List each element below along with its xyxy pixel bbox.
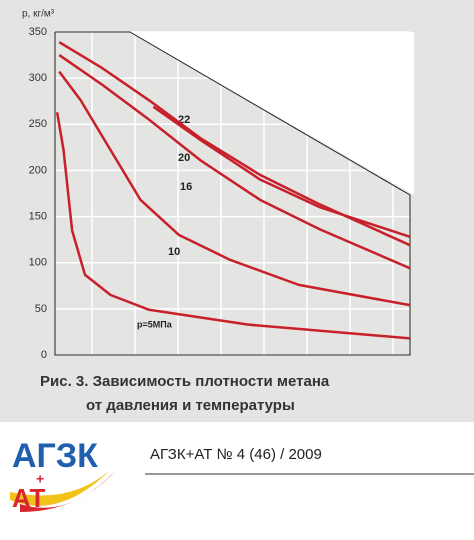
footer-text: АГЗК+АТ № 4 (46) / 2009	[150, 446, 322, 463]
y-axis-label: p, кг/м³	[22, 9, 55, 20]
series-line	[55, 112, 411, 340]
logo-top: АГЗК	[12, 437, 98, 475]
logo-plus: +	[36, 471, 44, 487]
series-line	[58, 54, 411, 270]
series-label: 16	[180, 181, 192, 193]
logo-swoosh	[10, 470, 110, 506]
y-tick-label: 150	[29, 210, 47, 222]
logo-bottom: АТ	[12, 483, 45, 513]
series-line	[58, 41, 411, 247]
y-tick-label: 0	[41, 349, 47, 361]
y-tick-label: 300	[29, 72, 47, 84]
caption-line: от давления и температуры	[86, 397, 295, 414]
y-tick-label: 250	[29, 118, 47, 130]
series-line	[58, 70, 411, 307]
logo-swoosh	[20, 468, 118, 512]
y-tick-label: 350	[29, 26, 47, 38]
y-tick-label: 200	[29, 164, 47, 176]
series-label: p=5МПа	[137, 319, 173, 329]
plot-cutoff	[130, 32, 414, 195]
series-label: 20	[178, 152, 190, 164]
plot-frame	[54, 31, 411, 356]
y-tick-label: 100	[29, 257, 47, 269]
y-tick-label: 50	[35, 303, 47, 315]
caption-line: Рис. 3. Зависимость плотности метана	[40, 373, 330, 390]
series-label: 10	[168, 246, 180, 258]
